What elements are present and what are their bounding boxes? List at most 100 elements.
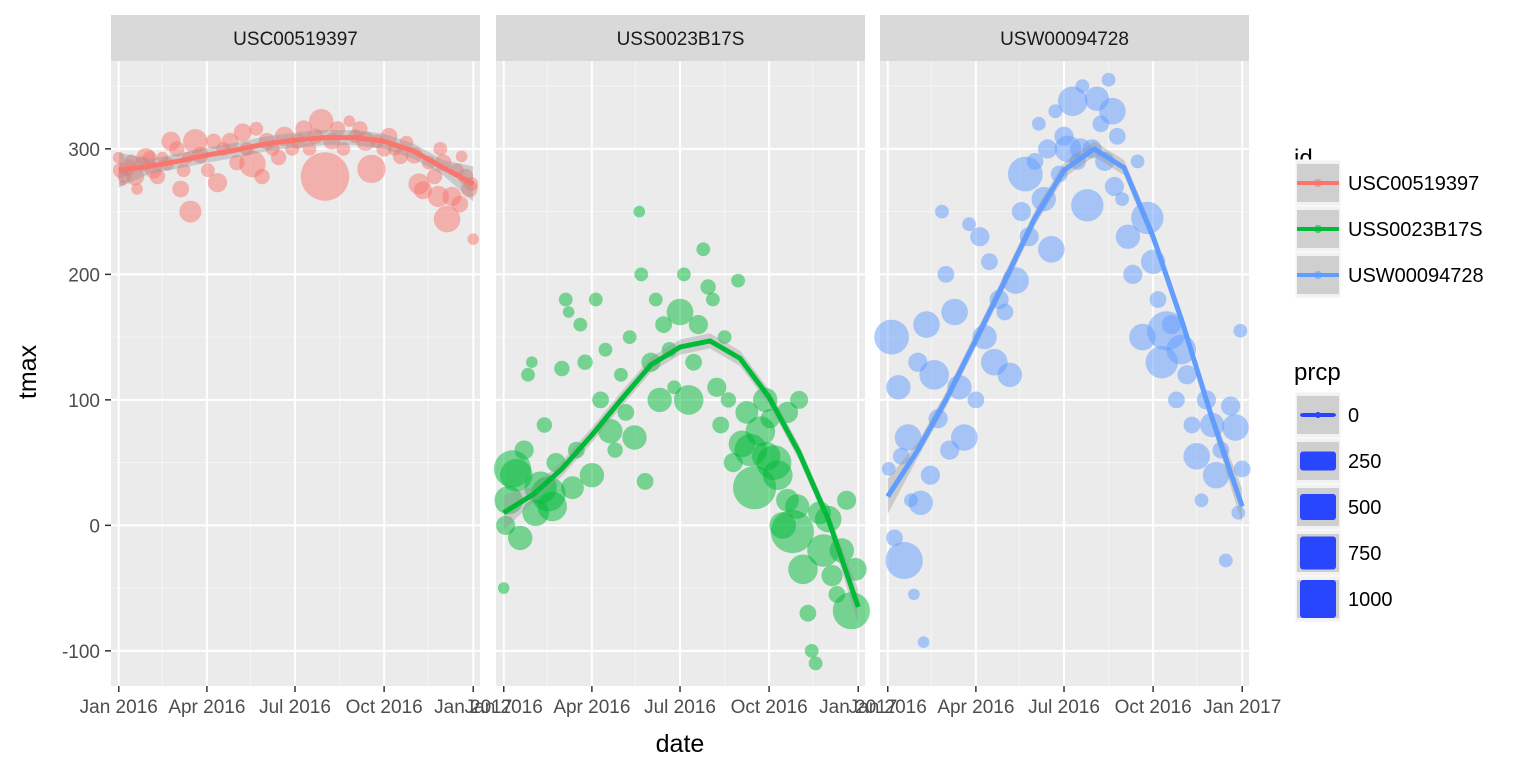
data-point [329, 121, 346, 137]
data-point [1222, 414, 1249, 441]
facet-strip [880, 15, 1249, 61]
data-point [558, 292, 573, 307]
data-point [1084, 86, 1110, 111]
legend-prcp-label: 250 [1348, 451, 1381, 473]
data-point [285, 142, 299, 156]
data-point [433, 205, 461, 233]
data-point [951, 424, 978, 451]
data-point [941, 298, 968, 326]
data-point [886, 529, 903, 547]
data-point [769, 512, 796, 539]
facet-strip [111, 15, 480, 61]
data-point [821, 565, 843, 587]
data-point [1038, 236, 1065, 263]
legend-key-point [1314, 179, 1322, 187]
data-point [804, 644, 819, 658]
data-point [433, 142, 448, 156]
data-point [1202, 461, 1230, 489]
smooth-line [885, 146, 1245, 508]
data-point [648, 292, 663, 307]
x-axis-title: date [656, 730, 705, 758]
panel-USW00094728: USW00094728 Jan 2016 Apr 2016 Jul 2016 Oct 2… [849, 15, 1281, 718]
y-tick-label: 100 [68, 391, 100, 412]
smooth-line [118, 135, 475, 187]
data-point [302, 142, 317, 156]
data-point [1183, 416, 1201, 434]
data-point [981, 253, 998, 271]
data-point [667, 380, 682, 395]
y-tick-label: -100 [62, 642, 100, 663]
data-point [723, 453, 743, 473]
data-point [1177, 365, 1197, 385]
data-point [919, 360, 949, 390]
data-point [707, 377, 727, 397]
data-point [904, 493, 918, 508]
data-point [735, 401, 759, 424]
data-point [892, 447, 910, 465]
data-point [426, 168, 443, 185]
data-point [172, 180, 190, 198]
data-point [179, 200, 202, 223]
data-point [233, 123, 252, 142]
y-axis: -100 0 100 200 300 [62, 140, 111, 663]
data-point [522, 499, 549, 527]
data-point [728, 430, 756, 458]
data-point [908, 352, 928, 372]
data-point [1108, 127, 1126, 145]
data-point [1057, 86, 1088, 116]
data-point [807, 534, 840, 567]
data-point [874, 319, 909, 355]
x-tick-label: Oct 2016 [1115, 697, 1192, 718]
data-point [592, 391, 609, 409]
data-point [554, 360, 570, 377]
legend-id-label: USS0023B17S [1348, 219, 1483, 241]
data-point [894, 424, 922, 451]
data-point [413, 181, 432, 200]
facet-strip-label: USC00519397 [233, 29, 358, 50]
data-point [131, 183, 143, 195]
data-point [622, 330, 637, 344]
data-point [1115, 224, 1141, 249]
data-point [617, 404, 635, 421]
data-point [666, 298, 694, 326]
data-point [496, 515, 516, 536]
data-point [655, 316, 672, 333]
data-point [1104, 176, 1124, 197]
data-point [712, 416, 730, 434]
data-point [940, 440, 960, 460]
legend-key-swatch [1300, 580, 1336, 618]
data-point [633, 205, 646, 218]
data-point [647, 387, 672, 413]
legend-key-point [1314, 225, 1322, 233]
data-point [300, 152, 350, 201]
legend-prcp-label: 1000 [1348, 589, 1393, 611]
facet-strip-label: USW00094728 [1000, 29, 1129, 50]
data-point [837, 490, 857, 510]
legend-prcp-title: prcp [1294, 359, 1341, 386]
data-point [1026, 153, 1044, 170]
x-tick-label: Apr 2016 [553, 697, 630, 718]
x-tick-label: Jul 2016 [259, 697, 331, 718]
x-tick-label: Jan 2017 [1203, 697, 1281, 718]
data-point [634, 267, 649, 282]
data-point [536, 417, 553, 433]
data-point [427, 185, 449, 208]
data-point [828, 586, 846, 603]
data-point [142, 150, 157, 165]
data-point [997, 362, 1022, 387]
data-point [1031, 116, 1046, 131]
data-point [1221, 396, 1241, 416]
x-tick-label: Jul 2016 [1028, 697, 1100, 718]
data-point [832, 592, 871, 630]
data-point [799, 604, 817, 622]
data-point [607, 442, 623, 458]
data-point [467, 233, 480, 245]
data-point [720, 392, 737, 408]
panels: USC00519397 Jan 2016 Apr 2016 Jul 2016 Oct 2… [80, 15, 1281, 718]
data-point [970, 227, 990, 247]
data-point [156, 151, 169, 164]
data-point [343, 115, 356, 127]
y-axis-title: tmax [14, 344, 42, 399]
legend-key-point [1315, 412, 1321, 418]
